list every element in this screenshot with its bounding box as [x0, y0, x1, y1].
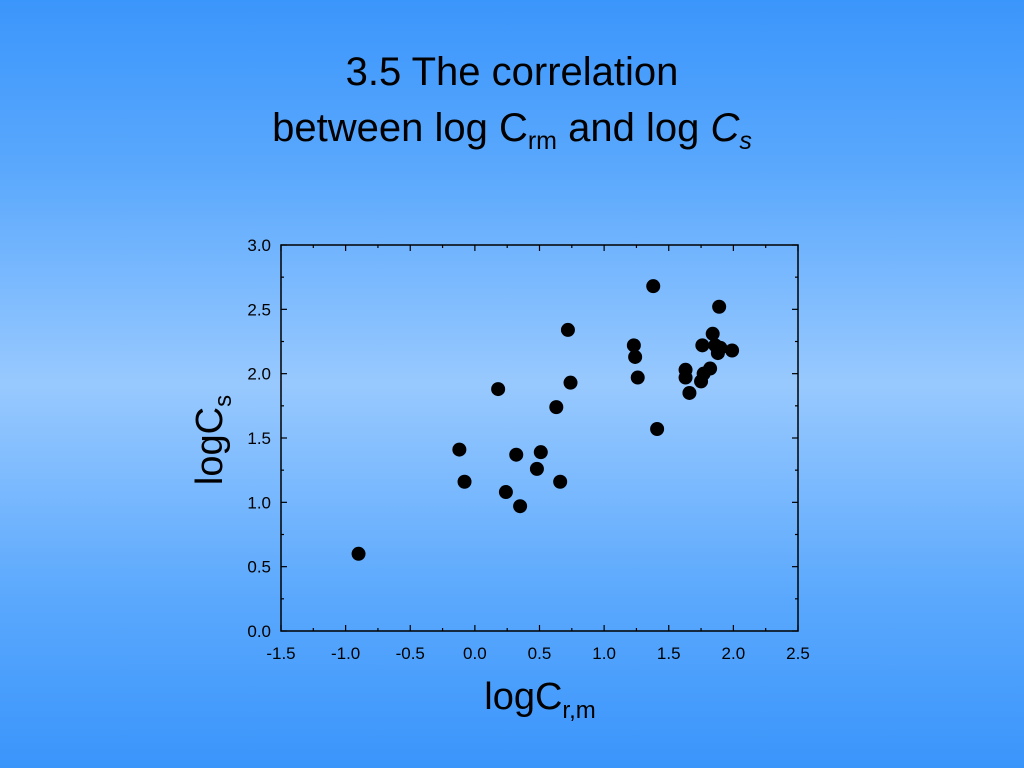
y-tick-label: 3.0	[247, 236, 271, 255]
data-point	[529, 461, 544, 476]
data-point	[626, 338, 641, 353]
title-line-2-var-subscript: s	[739, 127, 752, 155]
title-line-1: 3.5 The correlation	[345, 50, 679, 94]
data-point	[713, 340, 728, 355]
data-point	[705, 326, 720, 341]
data-point	[703, 361, 718, 376]
title-line-2-var: C	[710, 106, 740, 150]
x-tick-label: 1.0	[592, 644, 616, 663]
slide-title: 3.5 The correlation between log Crm and …	[0, 44, 1024, 156]
data-point	[457, 474, 472, 489]
axis-ticks	[280, 244, 799, 632]
x-tick-label: 2.0	[722, 644, 746, 663]
x-tick-label: 0.0	[463, 644, 487, 663]
y-axis-label-sub: s	[210, 394, 237, 407]
title-line-2-mid: and log	[557, 106, 711, 150]
y-tick-label: 1.0	[247, 493, 271, 512]
data-point	[491, 382, 506, 397]
data-point	[553, 474, 568, 489]
title-line-2-prefix: between log C	[272, 106, 528, 150]
data-points	[351, 279, 740, 561]
x-tick-label: -0.5	[396, 644, 425, 663]
data-point	[533, 445, 548, 460]
data-point	[695, 338, 710, 353]
y-tick-label: 0.5	[247, 558, 271, 577]
x-tick-label: -1.0	[331, 644, 360, 663]
data-point	[682, 385, 697, 400]
x-tick-label: -1.5	[266, 644, 295, 663]
y-axis-label-main: logC	[189, 406, 231, 486]
data-point	[452, 442, 467, 457]
x-tick-label: 2.5	[786, 644, 810, 663]
data-point	[560, 322, 575, 337]
data-point	[628, 349, 643, 364]
y-tick-label: 2.0	[247, 365, 271, 384]
x-tick-label: 0.5	[528, 644, 552, 663]
data-point	[725, 343, 740, 358]
data-point	[509, 447, 524, 462]
x-axis-label-sub: r,m	[562, 697, 596, 724]
x-tick-label: 1.5	[657, 644, 681, 663]
data-point	[630, 370, 645, 385]
data-point	[513, 499, 528, 514]
y-tick-label: 0.0	[247, 622, 271, 641]
y-tick-label: 2.5	[247, 300, 271, 319]
data-point	[498, 485, 513, 500]
axis-tick-labels: -1.5 -1.0 -0.5 0.0 0.5 1.0 1.5 2.0 2.5 0.0 0.5 1.0 1…	[247, 236, 809, 663]
data-point	[712, 299, 727, 314]
data-point	[351, 546, 366, 561]
data-point	[650, 421, 665, 436]
data-point	[563, 375, 578, 390]
x-axis-label: logCr,m	[430, 672, 650, 724]
data-point	[549, 400, 564, 415]
x-axis-label-main: logC	[484, 676, 563, 718]
data-point	[678, 362, 693, 377]
y-axis-label: logCs	[180, 390, 240, 490]
y-tick-label: 1.5	[247, 429, 271, 448]
data-point	[646, 279, 661, 294]
title-line-2-subscript: rm	[527, 127, 558, 155]
